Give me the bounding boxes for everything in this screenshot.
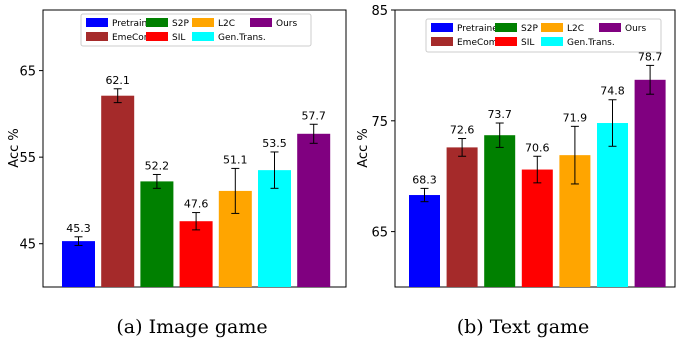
legend: Pretrained S2P L2C Ours EmeCom SIL Gen.Trans. bbox=[80, 13, 312, 47]
bar-gen-trans- bbox=[258, 170, 291, 287]
bar-emecom bbox=[101, 95, 135, 288]
legend-swatch bbox=[192, 18, 214, 27]
legend-swatch bbox=[250, 18, 272, 27]
data-label: 47.6 bbox=[184, 198, 209, 211]
data-label: 72.6 bbox=[450, 124, 475, 137]
y-tick-label: 55 bbox=[19, 151, 36, 166]
legend-label: Gen.Trans. bbox=[567, 38, 615, 48]
bar-gen-trans- bbox=[597, 123, 628, 288]
legend-label: SIL bbox=[172, 33, 185, 43]
y-axis-label: Acc % bbox=[356, 128, 371, 167]
data-label: 45.3 bbox=[66, 222, 91, 235]
bar-sil bbox=[179, 221, 213, 287]
caption: (a) Image game bbox=[116, 316, 267, 338]
y-ticks: 45 55 65 bbox=[19, 65, 43, 253]
data-label: 78.7 bbox=[638, 50, 663, 63]
y-tick-label: 45 bbox=[19, 238, 36, 253]
chart-panel-image-game: Acc % 45 55 65 45.3 62.1 52.2 47.6 51.1 53.5 57.… bbox=[7, 9, 347, 338]
legend-swatch bbox=[599, 23, 621, 32]
legend-swatch bbox=[495, 37, 517, 46]
data-labels: 68.3 72.6 73.7 70.6 71.9 74.8 78.7 bbox=[412, 50, 662, 186]
y-axis-label: Acc % bbox=[7, 128, 22, 167]
data-label: 68.3 bbox=[412, 173, 437, 186]
legend-swatch bbox=[541, 37, 563, 46]
legend-swatch bbox=[431, 37, 453, 46]
bar-pretrained bbox=[409, 195, 440, 287]
data-label: 53.5 bbox=[262, 137, 287, 150]
legend-swatch bbox=[431, 23, 453, 32]
legend-swatch bbox=[541, 23, 563, 32]
data-labels: 45.3 62.1 52.2 47.6 51.1 53.5 57.7 bbox=[66, 74, 326, 235]
chart-panel-text-game: Acc % 65 75 85 68.3 72.6 73.7 70.6 71.9 74.8 78.… bbox=[356, 4, 676, 338]
caption: (b) Text game bbox=[457, 316, 590, 338]
legend-label: S2P bbox=[172, 19, 189, 29]
y-tick-label: 75 bbox=[371, 115, 388, 130]
data-label: 74.8 bbox=[600, 85, 625, 98]
legend-swatch bbox=[86, 32, 108, 41]
legend-swatch bbox=[146, 32, 168, 41]
legend-label: Ours bbox=[625, 24, 646, 34]
bar-ours bbox=[634, 79, 666, 287]
data-label: 71.9 bbox=[563, 111, 588, 124]
bar-s2p bbox=[484, 135, 516, 287]
legend-swatch bbox=[86, 18, 108, 27]
legend-swatch bbox=[146, 18, 168, 27]
legend-label: EmeCom bbox=[112, 33, 153, 43]
legend-label: Pretrained bbox=[112, 19, 159, 29]
legend-label: L2C bbox=[567, 24, 584, 34]
bar-s2p bbox=[140, 181, 174, 287]
bars bbox=[409, 79, 666, 288]
data-label: 57.7 bbox=[301, 109, 326, 122]
bar-ours bbox=[297, 133, 331, 287]
data-label: 70.6 bbox=[525, 141, 550, 154]
y-tick-label: 65 bbox=[371, 226, 388, 241]
legend-label: SIL bbox=[521, 38, 534, 48]
data-label: 62.1 bbox=[105, 74, 130, 87]
data-label: 51.1 bbox=[223, 153, 248, 166]
bars bbox=[62, 95, 331, 288]
error-bars bbox=[74, 88, 318, 246]
legend-swatch bbox=[192, 32, 214, 41]
error-bars bbox=[420, 64, 655, 203]
y-ticks: 65 75 85 bbox=[371, 4, 395, 241]
bar-pretrained bbox=[62, 241, 95, 287]
bar-sil bbox=[521, 169, 553, 287]
legend-label: Ours bbox=[276, 19, 297, 29]
legend-label: S2P bbox=[521, 24, 538, 34]
legend: Pretrained S2P L2C Ours EmeCom SIL Gen.Trans. bbox=[425, 18, 662, 53]
bar-emecom bbox=[446, 147, 478, 287]
data-label: 52.2 bbox=[145, 159, 170, 172]
legend-label: L2C bbox=[218, 19, 235, 29]
legend-swatch bbox=[495, 23, 517, 32]
legend-label: EmeCom bbox=[457, 38, 498, 48]
y-tick-label: 85 bbox=[371, 4, 388, 19]
data-label: 73.7 bbox=[487, 108, 512, 121]
legend-label: Pretrained bbox=[457, 24, 504, 34]
y-tick-label: 65 bbox=[19, 65, 36, 80]
legend-label: Gen.Trans. bbox=[218, 33, 266, 43]
